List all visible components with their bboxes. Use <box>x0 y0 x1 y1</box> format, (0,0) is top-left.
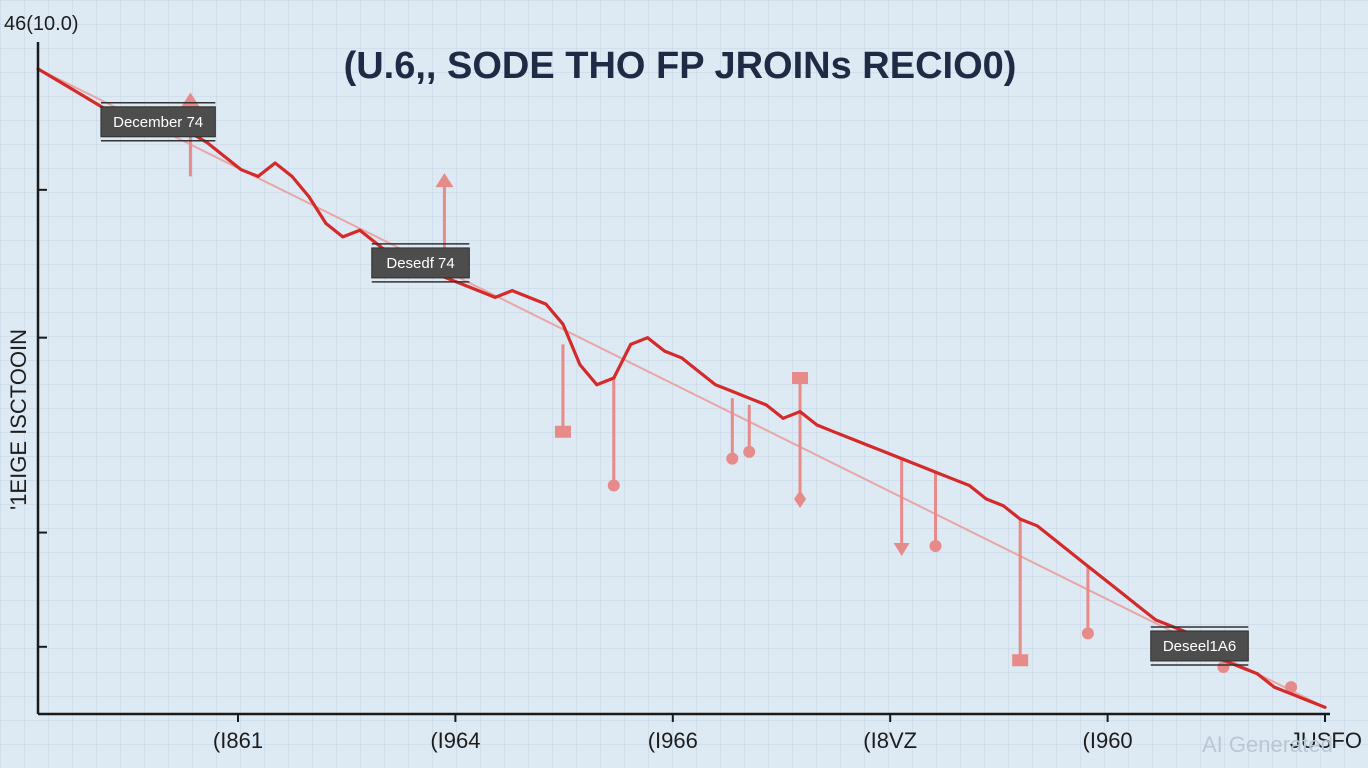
data-point <box>1001 504 1005 508</box>
data-point <box>883 450 887 454</box>
data-point <box>1018 517 1022 521</box>
data-point <box>1255 672 1259 676</box>
x-tick-label: (I966 <box>648 728 698 753</box>
spike-marker-circle <box>1081 627 1094 640</box>
spike-marker-square <box>1012 654 1029 667</box>
data-point <box>1154 618 1158 622</box>
watermark: AI Generated <box>1202 732 1333 757</box>
data-point <box>70 87 74 91</box>
annotation-label: Deseel1A6 <box>1163 638 1236 655</box>
data-point <box>595 383 599 387</box>
data-point <box>290 175 294 178</box>
spike-marker-circle <box>1285 681 1298 694</box>
data-point <box>866 443 870 447</box>
data-point <box>713 383 717 387</box>
data-point <box>324 222 328 225</box>
data-point <box>1069 551 1073 555</box>
annotation-bg <box>371 247 470 279</box>
annotation-box: December 74 <box>100 102 216 142</box>
annotation-label: Desedf 74 <box>386 255 454 272</box>
data-point <box>273 161 277 165</box>
spike-marker-arrow-down <box>893 543 910 556</box>
data-point <box>256 175 260 178</box>
data-point <box>1086 564 1090 568</box>
data-point <box>1306 699 1310 702</box>
spike-marker-circle <box>743 445 756 458</box>
data-point <box>849 437 853 440</box>
data-point <box>476 289 480 293</box>
data-point <box>646 336 650 340</box>
y-top-label: 46(10.0) <box>4 13 79 35</box>
data-point <box>1103 578 1107 581</box>
data-point <box>680 356 683 360</box>
data-point <box>205 141 209 145</box>
data-point <box>798 410 802 413</box>
data-point <box>730 390 734 393</box>
data-point <box>1120 591 1124 595</box>
data-point <box>1052 537 1056 541</box>
annotation-bg <box>1150 630 1249 662</box>
x-tick-label: (I964 <box>430 728 480 753</box>
data-point <box>629 343 633 346</box>
y-axis-label: '1EIGE ISCTOOIN <box>6 329 31 510</box>
data-point <box>1137 605 1141 608</box>
data-point <box>951 477 954 481</box>
spike-marker-circle <box>929 540 942 552</box>
data-point <box>1323 705 1327 709</box>
data-point <box>578 363 582 366</box>
data-point <box>697 369 700 373</box>
data-point <box>1289 692 1293 696</box>
spike-marker-circle <box>726 452 739 465</box>
data-point <box>815 423 819 427</box>
annotation-bg <box>100 106 216 138</box>
annotation-label: December 74 <box>113 114 203 131</box>
data-point <box>612 376 616 380</box>
spike-marker-circle <box>607 479 620 492</box>
data-point <box>764 403 768 407</box>
x-tick-label: (I8VZ <box>863 728 917 753</box>
x-tick-label: JUSFO <box>1290 728 1362 753</box>
annotation-box: Deseel1A6 <box>1150 626 1249 666</box>
data-point <box>747 396 751 400</box>
annotation-box: Desedf 74 <box>371 243 470 283</box>
data-point <box>307 195 311 198</box>
spike-marker-arrow-up <box>435 173 454 188</box>
data-point <box>832 430 836 434</box>
data-point <box>900 457 904 461</box>
data-point <box>341 235 345 239</box>
x-tick-label: (I960 <box>1083 728 1133 753</box>
spike-marker-square <box>554 425 571 438</box>
data-point <box>544 302 548 306</box>
data-point <box>527 295 531 299</box>
data-point <box>239 168 243 172</box>
data-point <box>967 484 971 487</box>
spike-marker-diamond <box>794 489 807 508</box>
spike-marker-square <box>792 372 809 384</box>
data-point <box>1238 665 1242 669</box>
data-point <box>917 463 920 467</box>
spike-marker-circle <box>1217 660 1230 673</box>
chart-title: (U.6,, SODE THO FP JROINs RECIO0) <box>344 45 1017 87</box>
data-point <box>1035 524 1039 528</box>
data-point <box>493 295 497 299</box>
data-point <box>561 322 565 326</box>
data-point <box>781 416 785 420</box>
x-tick-label: (I861 <box>213 728 263 753</box>
data-point <box>984 497 988 501</box>
data-point <box>1272 685 1276 689</box>
data-point <box>459 282 463 286</box>
series-line <box>36 67 1327 709</box>
data-point <box>358 228 362 232</box>
data-point <box>934 470 937 474</box>
data-point <box>663 349 666 353</box>
data-point <box>510 289 514 293</box>
